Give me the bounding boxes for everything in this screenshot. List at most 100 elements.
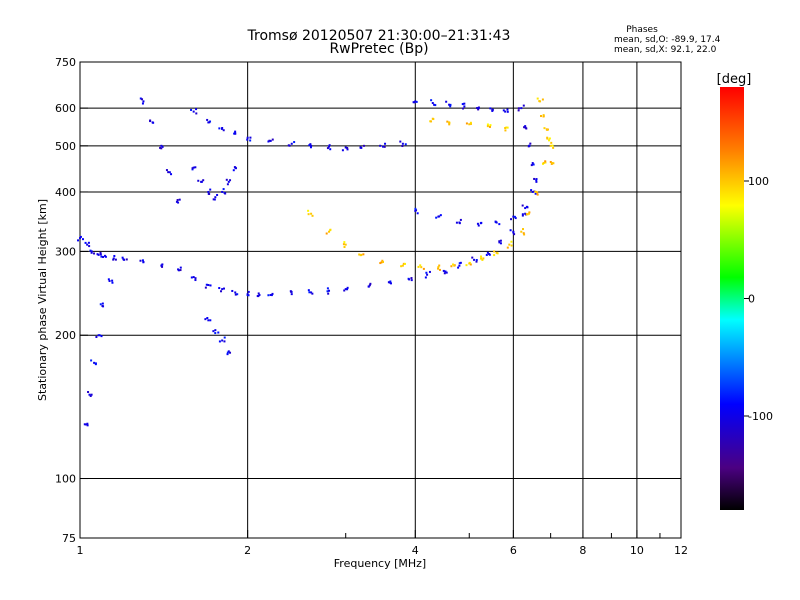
data-point	[159, 146, 162, 149]
data-point	[99, 303, 102, 306]
data-point	[504, 110, 507, 113]
data-point	[550, 141, 553, 144]
data-point	[102, 305, 105, 308]
data-point	[534, 192, 537, 195]
data-point	[191, 167, 194, 170]
chart-title: Tromsø 20120507 21:30:00–21:31:43	[247, 28, 511, 44]
data-point	[310, 212, 313, 215]
data-point	[342, 243, 345, 246]
y-axis-label: Stationary phase Virtual Height [km]	[36, 199, 49, 401]
data-point	[498, 241, 501, 244]
data-point	[438, 264, 441, 267]
data-point	[167, 171, 170, 174]
data-point	[458, 262, 461, 265]
data-point	[246, 138, 249, 141]
data-point	[221, 127, 224, 130]
data-point	[271, 292, 274, 295]
data-point	[103, 254, 106, 257]
data-point	[190, 276, 193, 279]
data-point	[389, 282, 392, 285]
data-point	[90, 250, 93, 253]
data-point	[381, 145, 384, 148]
data-point	[486, 123, 489, 126]
x-tick-label: 2	[244, 544, 251, 557]
data-point	[269, 139, 272, 142]
data-point	[459, 218, 462, 221]
data-point	[290, 293, 293, 296]
data-point	[207, 121, 210, 124]
phase-stats-o: mean, sd,O: -89.9, 17.4	[614, 35, 721, 45]
x-tick-label: 4	[412, 544, 419, 557]
data-point	[344, 146, 347, 149]
data-point	[209, 284, 212, 287]
plot-frame	[79, 61, 682, 539]
data-point	[422, 267, 425, 270]
data-point	[419, 264, 422, 267]
data-point	[535, 180, 538, 183]
data-point	[505, 126, 508, 129]
data-point	[123, 258, 126, 261]
data-point	[510, 244, 513, 247]
data-point	[346, 286, 349, 289]
data-point	[380, 261, 383, 264]
data-point	[311, 214, 314, 217]
data-point	[178, 198, 181, 201]
data-point	[379, 144, 382, 147]
data-point	[229, 351, 232, 354]
colorbar-ticks: 100 0 -100	[744, 175, 773, 423]
data-point	[461, 103, 464, 106]
colorbar-tick-label: -100	[748, 410, 773, 423]
data-point	[529, 142, 532, 145]
data-point	[328, 230, 331, 233]
data-point	[344, 288, 347, 291]
data-point	[482, 257, 485, 260]
data-point	[442, 269, 445, 272]
data-point	[77, 239, 80, 242]
data-point	[452, 263, 455, 266]
data-point	[214, 196, 217, 199]
data-point	[176, 199, 179, 202]
data-point	[448, 121, 451, 124]
data-point	[97, 334, 100, 337]
data-point	[112, 258, 115, 261]
data-point	[232, 169, 235, 172]
data-point	[89, 395, 92, 398]
data-point	[220, 290, 223, 293]
colorbar-tick-label: 100	[748, 175, 769, 188]
y-tick-label: 500	[55, 140, 76, 153]
data-point	[514, 217, 517, 220]
data-point	[475, 259, 478, 262]
data-point	[79, 237, 81, 240]
data-point	[212, 330, 215, 333]
data-point	[448, 103, 451, 106]
data-point	[200, 180, 203, 183]
data-point	[528, 211, 531, 214]
data-point	[194, 277, 197, 280]
data-point	[479, 222, 482, 225]
data-point	[543, 127, 546, 130]
data-point	[453, 264, 456, 267]
data-point	[414, 207, 417, 210]
data-point	[542, 114, 545, 117]
colorbar	[720, 87, 744, 510]
data-point	[506, 126, 509, 129]
phase-stats-title: Phases	[626, 25, 658, 35]
data-point	[520, 230, 523, 233]
data-point	[449, 105, 452, 108]
data-point	[142, 100, 145, 103]
data-point	[401, 264, 404, 267]
data-point	[491, 109, 494, 112]
data-point	[90, 359, 93, 362]
data-point	[100, 335, 103, 338]
data-point	[448, 123, 451, 126]
data-point	[221, 288, 224, 291]
data-point	[512, 230, 515, 233]
data-point	[102, 256, 105, 259]
data-point	[100, 255, 103, 258]
data-point	[343, 241, 346, 244]
data-point	[84, 423, 87, 426]
data-point	[477, 107, 480, 110]
x-tick-label: 1	[77, 544, 84, 557]
data-point	[430, 99, 433, 102]
data-point	[93, 252, 96, 255]
